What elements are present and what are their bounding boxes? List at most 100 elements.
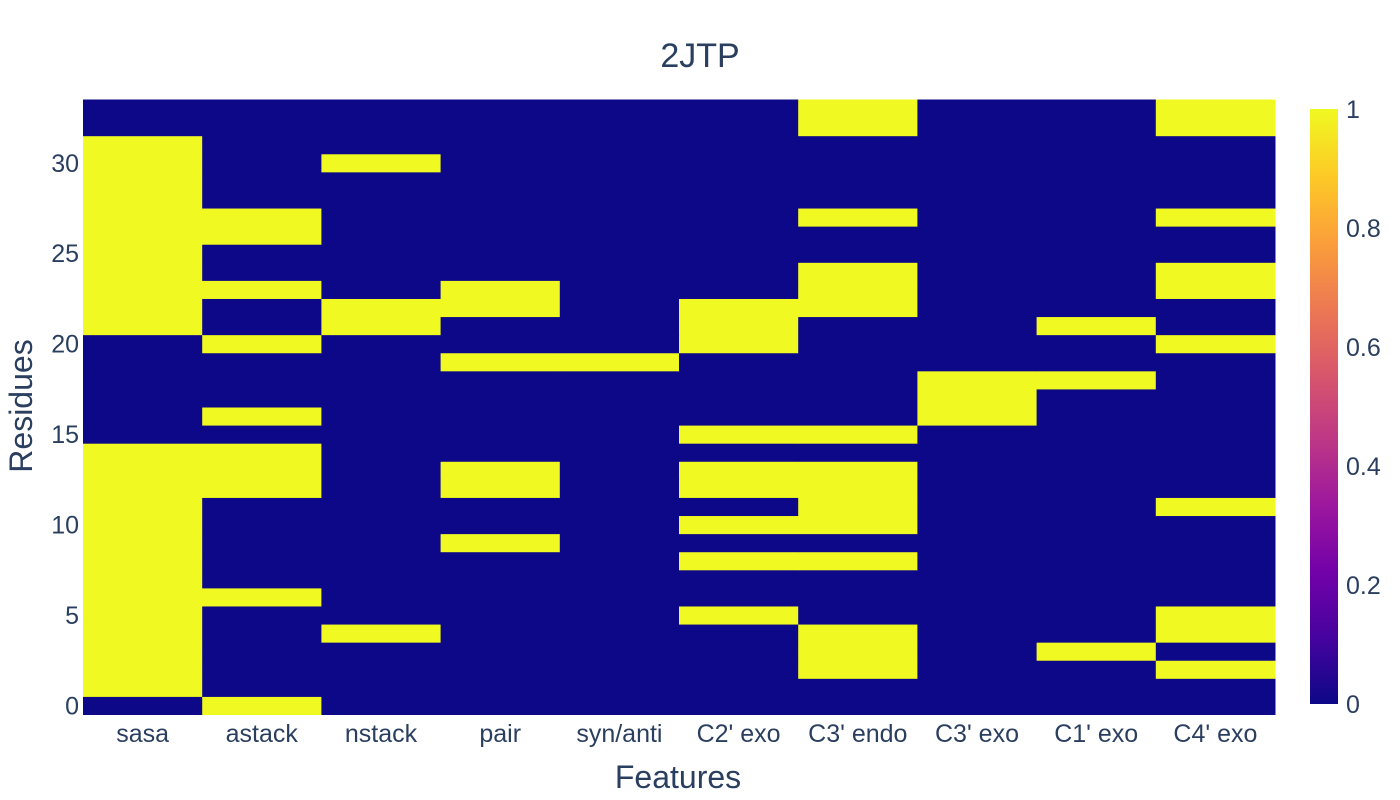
heatmap-cell xyxy=(679,461,799,480)
heatmap-cell xyxy=(917,370,1038,390)
heatmap-cell xyxy=(202,461,322,480)
heatmap-cell xyxy=(559,298,680,318)
heatmap-cell xyxy=(440,117,561,137)
heatmap-cell xyxy=(559,280,680,299)
heatmap-cell xyxy=(202,479,322,498)
heatmap-cell xyxy=(559,479,680,498)
chart-title: 2JTP xyxy=(660,37,739,75)
heatmap-cell xyxy=(1036,605,1157,625)
heatmap-cell xyxy=(83,117,203,137)
heatmap-cell xyxy=(83,551,203,571)
heatmap-cell xyxy=(83,642,203,661)
heatmap-cell xyxy=(321,642,442,661)
heatmap-cell xyxy=(1155,660,1276,679)
heatmap-cell xyxy=(679,153,799,173)
heatmap-cell xyxy=(917,605,1038,625)
heatmap-cell xyxy=(440,316,561,336)
heatmap-cell xyxy=(1036,316,1157,336)
x-tick-label: astack xyxy=(226,720,299,748)
heatmap-cell xyxy=(798,660,918,679)
heatmap-cell xyxy=(1155,605,1276,625)
heatmap-cell xyxy=(321,551,442,571)
heatmap-cell xyxy=(440,624,561,643)
heatmap-cell xyxy=(83,569,203,589)
heatmap-cell xyxy=(83,425,203,444)
y-tick-label: 25 xyxy=(51,240,79,268)
heatmap-cell xyxy=(1036,280,1157,299)
heatmap-cell xyxy=(1036,226,1157,245)
heatmap-cell xyxy=(321,696,442,715)
heatmap-cell xyxy=(202,189,322,209)
heatmap-cell xyxy=(440,605,561,625)
heatmap-cell xyxy=(917,533,1038,553)
heatmap-cell xyxy=(202,605,322,625)
heatmap-cell xyxy=(679,189,799,209)
heatmap-cell xyxy=(321,497,442,517)
heatmap-cell xyxy=(321,117,442,137)
heatmap-cell xyxy=(1155,208,1276,227)
colorbar-tick-label: 0 xyxy=(1346,691,1360,719)
heatmap-cell xyxy=(440,189,561,209)
heatmap-cell xyxy=(679,352,799,372)
heatmap-cell xyxy=(679,678,799,697)
heatmap-cell xyxy=(1155,298,1276,318)
heatmap-cell xyxy=(1036,479,1157,498)
heatmap-cell xyxy=(440,244,561,263)
heatmap-cell xyxy=(321,189,442,209)
heatmap-cell xyxy=(917,461,1038,480)
heatmap-cell xyxy=(798,226,918,245)
heatmap-cell xyxy=(1155,189,1276,209)
heatmap-cell xyxy=(798,352,918,372)
heatmap-cell xyxy=(679,407,799,426)
heatmap-cell xyxy=(83,388,203,408)
x-tick-label: syn/anti xyxy=(576,720,662,748)
heatmap-cell xyxy=(1155,642,1276,661)
heatmap-cell xyxy=(321,262,442,281)
heatmap-cell xyxy=(917,226,1038,245)
heatmap-cell xyxy=(1155,515,1276,535)
heatmap-cell xyxy=(679,388,799,408)
heatmap-cell xyxy=(1155,443,1276,462)
heatmap-cell xyxy=(1155,99,1276,119)
heatmap-cell xyxy=(679,569,799,589)
heatmap-cell xyxy=(559,678,680,697)
heatmap-cell xyxy=(440,99,561,119)
heatmap-cell xyxy=(559,117,680,137)
heatmap-cell xyxy=(321,388,442,408)
heatmap-cell xyxy=(679,99,799,119)
heatmap-cell xyxy=(1036,678,1157,697)
heatmap-cell xyxy=(440,425,561,444)
heatmap-cell xyxy=(917,334,1038,354)
heatmap-cell xyxy=(917,479,1038,498)
heatmap-cell xyxy=(917,678,1038,697)
heatmap-cell xyxy=(321,334,442,354)
heatmap-cell xyxy=(440,226,561,245)
heatmap-cell xyxy=(798,515,918,535)
heatmap-cell xyxy=(917,587,1038,607)
heatmap-cell xyxy=(1155,551,1276,571)
heatmap-cell xyxy=(798,533,918,553)
heatmap-cell xyxy=(1036,135,1157,155)
heatmap-cell xyxy=(917,407,1038,426)
heatmap-cell xyxy=(202,425,322,444)
heatmap-cell xyxy=(679,171,799,191)
heatmap-cell xyxy=(440,407,561,426)
heatmap-cell xyxy=(83,189,203,209)
heatmap-cell xyxy=(1155,569,1276,589)
heatmap-cell xyxy=(202,352,322,372)
x-tick-label: sasa xyxy=(116,720,169,748)
heatmap-cell xyxy=(83,334,203,354)
y-tick-label: 15 xyxy=(51,421,79,449)
heatmap-cell xyxy=(321,461,442,480)
heatmap-cell xyxy=(1155,370,1276,390)
heatmap-cell xyxy=(679,135,799,155)
heatmap-cell xyxy=(917,569,1038,589)
heatmap-cell xyxy=(679,696,799,715)
heatmap-cell xyxy=(917,244,1038,263)
heatmap-cell xyxy=(202,678,322,697)
heatmap-cell xyxy=(1155,117,1276,137)
heatmap-cell xyxy=(1036,497,1157,517)
heatmap-cell xyxy=(559,99,680,119)
heatmap-cell xyxy=(1155,624,1276,643)
heatmap-cell xyxy=(1155,388,1276,408)
